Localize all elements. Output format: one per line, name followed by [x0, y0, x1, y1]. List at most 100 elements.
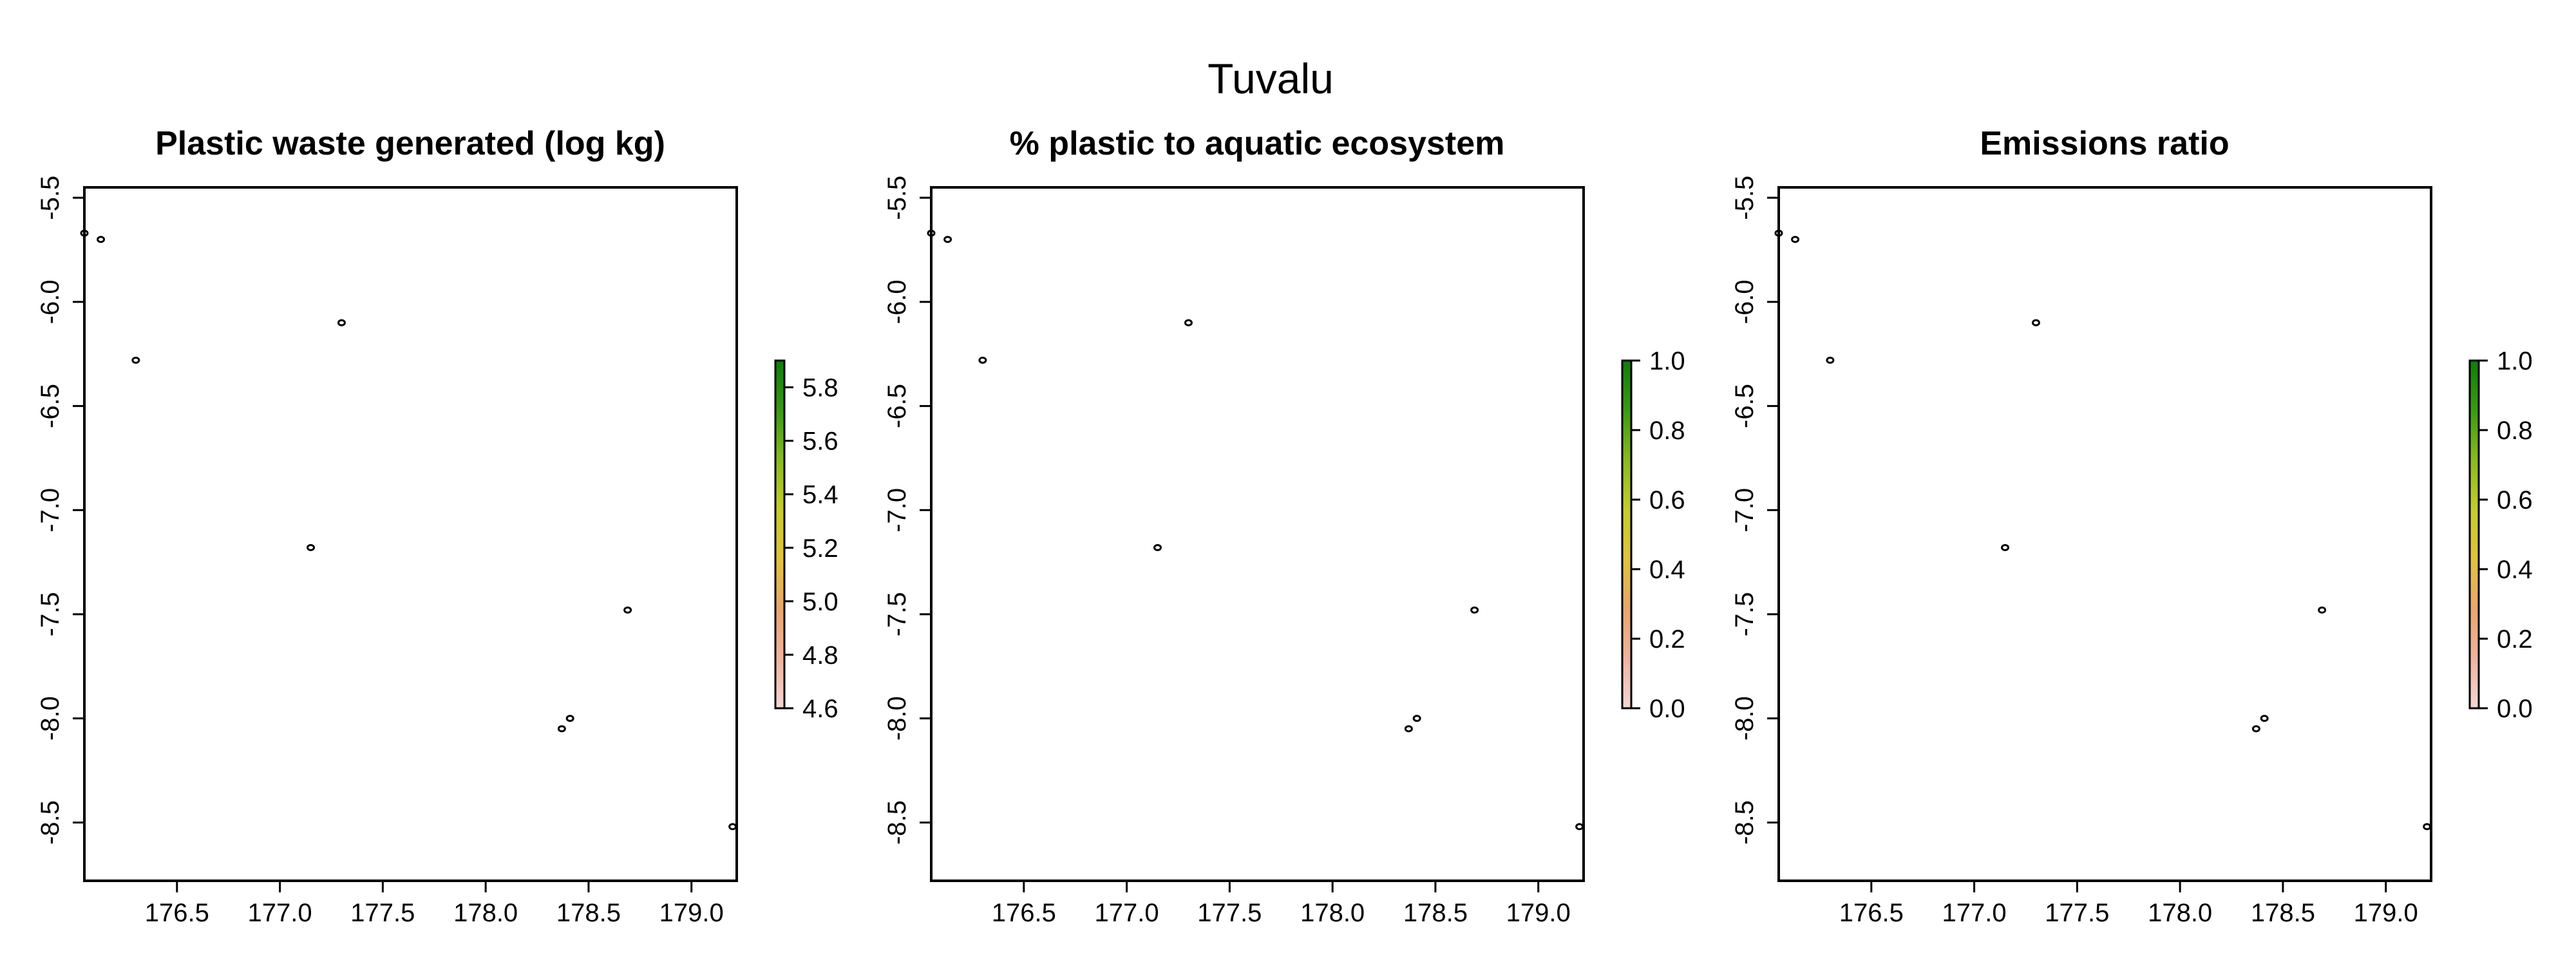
map-frame — [1777, 186, 2432, 882]
island-outline — [2251, 725, 2260, 733]
x-tick-label: 179.0 — [659, 899, 724, 927]
x-tick-label: 179.0 — [1506, 899, 1571, 927]
island-outline — [2260, 715, 2269, 722]
colorbar-tick-label: 0.2 — [1649, 625, 1685, 654]
y-tick-label: -7.0 — [1730, 488, 1759, 532]
y-tick-label: -5.5 — [883, 176, 911, 220]
x-tick-label: 178.0 — [453, 899, 518, 927]
island-outlines — [1774, 229, 2432, 831]
colorbar-tick-label: 0.2 — [2497, 625, 2533, 654]
x-axis: 176.5 177.0 177.5 178.0 178.5 179.0 — [1839, 881, 2418, 927]
island-outlines — [927, 229, 1584, 831]
x-tick-label: 178.5 — [1403, 899, 1468, 927]
colorbar-tick-label: 4.8 — [802, 641, 838, 670]
x-tick-label: 178.5 — [556, 899, 621, 927]
colorbar-tick-label: 4.6 — [802, 695, 838, 723]
x-tick-label: 177.5 — [1197, 899, 1262, 927]
x-tick-label: 176.5 — [992, 899, 1056, 927]
panel-title: Emissions ratio — [1980, 125, 2229, 162]
y-tick-label: -7.5 — [1730, 592, 1759, 637]
x-tick-label: 176.5 — [1839, 899, 1904, 927]
island-outline — [131, 356, 140, 364]
island-outline — [1153, 544, 1162, 552]
colorbar-tick-label: 0.0 — [1649, 695, 1685, 723]
colorbar-tick-label: 5.2 — [802, 534, 838, 563]
y-tick-label: -7.0 — [36, 488, 64, 532]
island-outline — [565, 715, 574, 722]
y-tick-label: -5.5 — [36, 176, 64, 220]
island-outline — [1404, 725, 1413, 733]
island-outline — [557, 725, 566, 733]
island-outline — [337, 319, 346, 326]
island-outline — [1184, 319, 1193, 326]
colorbar-legend: 0.0 0.2 0.4 0.6 0.8 1.0 — [2468, 347, 2533, 723]
panel-plastic-waste: Plastic waste generated (log kg) 176.5 17… — [36, 125, 838, 927]
island-outline — [2031, 319, 2040, 326]
island-outline — [927, 229, 936, 237]
y-tick-label: -6.5 — [36, 384, 64, 428]
island-outlines — [80, 229, 737, 831]
y-axis: -5.5 -6.0 -6.5 -7.0 -7.5 -8.0 -8.5 — [883, 176, 931, 845]
x-tick-label: 177.5 — [2045, 899, 2109, 927]
island-outline — [728, 823, 737, 831]
island-outline — [623, 607, 632, 614]
colorbar-legend: 0.0 0.2 0.4 0.6 0.8 1.0 — [1621, 347, 1685, 723]
colorbar-tick-label: 0.0 — [2497, 695, 2533, 723]
y-axis: -5.5 -6.0 -6.5 -7.0 -7.5 -8.0 -8.5 — [1730, 176, 1779, 845]
y-tick-label: -5.5 — [1730, 176, 1759, 220]
y-tick-label: -7.0 — [883, 488, 911, 532]
y-tick-label: -8.0 — [1730, 696, 1759, 740]
y-tick-label: -6.0 — [36, 279, 64, 324]
island-outline — [943, 236, 952, 243]
island-outline — [1470, 607, 1479, 614]
y-tick-label: -8.5 — [883, 800, 911, 845]
y-tick-label: -6.5 — [1730, 384, 1759, 428]
figure-title: Tuvalu — [1208, 55, 1334, 102]
island-outline — [1791, 236, 1800, 243]
y-tick-label: -6.5 — [883, 384, 911, 428]
x-tick-label: 176.5 — [145, 899, 209, 927]
y-tick-label: -8.0 — [883, 696, 911, 740]
panel-aquatic-ecosystem: % plastic to aquatic ecosystem 176.5 177.… — [883, 125, 1685, 927]
x-axis: 176.5 177.0 177.5 178.0 178.5 179.0 — [992, 881, 1571, 927]
island-outline — [1575, 823, 1584, 831]
island-outline — [1774, 229, 1783, 237]
y-tick-label: -8.0 — [36, 696, 64, 740]
colorbar-tick-label: 1.0 — [1649, 347, 1685, 375]
colorbar-tick-label: 0.4 — [2497, 556, 2533, 584]
x-tick-label: 177.5 — [350, 899, 415, 927]
y-tick-label: -8.5 — [1730, 800, 1759, 845]
island-outline — [2318, 607, 2327, 614]
island-outline — [1826, 356, 1835, 364]
x-tick-label: 177.0 — [1095, 899, 1159, 927]
y-tick-label: -7.5 — [36, 592, 64, 637]
y-tick-label: -6.0 — [1730, 279, 1759, 324]
x-tick-label: 179.0 — [2354, 899, 2418, 927]
x-tick-label: 177.0 — [248, 899, 312, 927]
colorbar-tick-label: 5.4 — [802, 481, 838, 509]
x-tick-label: 178.0 — [2148, 899, 2212, 927]
map-frame — [83, 186, 738, 882]
y-tick-label: -8.5 — [36, 800, 64, 845]
island-outline — [97, 236, 106, 243]
x-axis: 176.5 177.0 177.5 178.0 178.5 179.0 — [145, 881, 724, 927]
island-outline — [978, 356, 987, 364]
y-tick-label: -6.0 — [883, 279, 911, 324]
island-outline — [2423, 823, 2432, 831]
panel-title: % plastic to aquatic ecosystem — [1010, 125, 1505, 162]
panel-emissions-ratio: Emissions ratio 176.5 177.0 177.5 178.0 178.… — [1730, 125, 2533, 927]
colorbar — [2468, 359, 2480, 710]
colorbar-tick-label: 1.0 — [2497, 347, 2533, 375]
colorbar-tick-label: 5.6 — [802, 428, 838, 456]
y-tick-label: -7.5 — [883, 592, 911, 637]
colorbar-tick-label: 0.6 — [2497, 486, 2533, 514]
y-axis: -5.5 -6.0 -6.5 -7.0 -7.5 -8.0 -8.5 — [36, 176, 84, 845]
panel-title: Plastic waste generated (log kg) — [155, 125, 665, 162]
colorbar-tick-label: 0.4 — [1649, 556, 1685, 584]
x-tick-label: 177.0 — [1942, 899, 2007, 927]
colorbar-tick-label: 0.8 — [2497, 417, 2533, 445]
colorbar-tick-label: 0.6 — [1649, 486, 1685, 514]
island-outline — [80, 229, 89, 237]
